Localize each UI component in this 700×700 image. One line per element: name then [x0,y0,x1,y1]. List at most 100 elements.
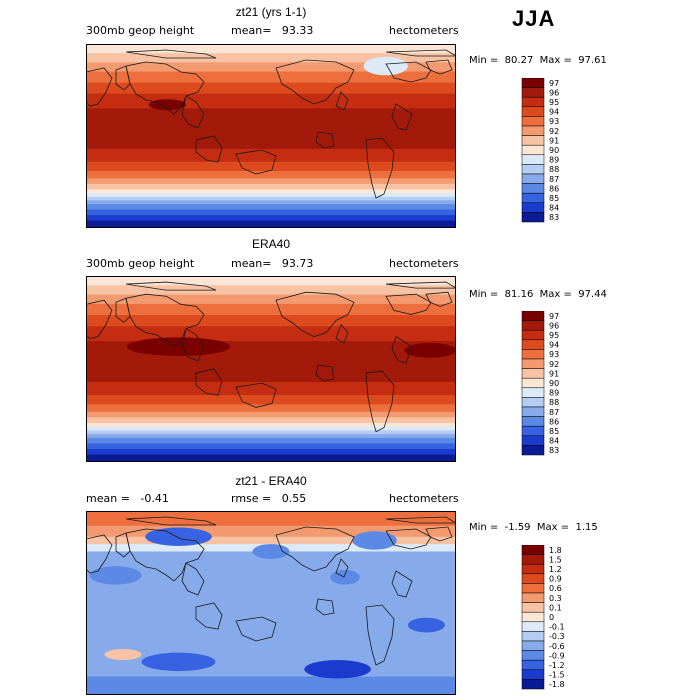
colorbar-label: 92 [549,360,559,369]
colorbar-label: 84 [549,437,559,446]
colorbar-label: -1.8 [549,680,565,689]
contour-band [86,220,456,228]
contour-band [86,551,456,644]
coastline-group [86,516,456,666]
colorbar-label: 86 [549,184,559,193]
contour-band [86,294,456,305]
contour-band [86,148,456,163]
colorbar-label: 0.3 [549,594,562,603]
contour-band [86,82,456,95]
map-border [86,44,456,228]
colorbar-swatch [521,358,545,369]
coastline [425,291,453,307]
colorbar-swatch [521,563,545,575]
colorbar-swatch [521,573,545,584]
contour-band [86,315,456,327]
contour-band [86,437,456,444]
colorbar-swatch [521,144,545,156]
colorbar-label: -1.2 [549,661,565,670]
coastline [181,327,205,362]
colorbar-swatch [521,212,545,223]
panel1-mean-value: 93.33 [281,24,314,37]
panel2-map-svg [86,276,456,462]
coastline [385,293,432,315]
colorbar-label: 1.5 [549,555,562,564]
contour-band [86,170,456,179]
contour-band [86,285,456,296]
colorbar-label: 84 [549,204,559,213]
coastline [425,59,453,75]
colorbar-label: 83 [549,446,559,455]
contour-blob [104,649,142,661]
colorbar-label: 94 [549,341,559,350]
colorbar-swatch [521,164,545,175]
colorbar-label: 85 [549,194,559,203]
contour-blob [126,337,231,356]
contour-blob [89,566,142,585]
panel2-field-label: 300mb geop height [86,257,195,270]
contour-band [86,183,456,190]
coastline [275,526,355,572]
contour-band [86,200,456,205]
colorbar-swatch [521,377,545,389]
coastline [275,59,355,105]
colorbar-swatch [521,349,545,360]
coastline [115,65,131,91]
contour-band [86,44,456,54]
colorbar-label: 95 [549,331,559,340]
colorbar-swatch [521,329,545,341]
contour-blob [363,56,408,76]
contour-band [86,382,456,396]
coastline [125,293,205,348]
coastline [385,61,432,83]
colorbar-swatch [521,116,545,127]
contour-band [86,204,456,211]
coastline [235,616,277,642]
colorbar-label: 96 [549,88,559,97]
contour-band [86,411,456,418]
coastline [115,297,131,324]
coastline [181,562,205,596]
colorbar-label: -0.3 [549,632,565,641]
contour-blob [352,531,397,550]
panel2-map [86,276,456,462]
panel3-colorbar: 1.81.51.20.90.60.30.10-0.1-0.3-0.6-0.9-1… [521,545,565,690]
colorbar-label: 0.1 [549,603,562,612]
contour-blob [145,527,212,546]
contour-band [86,215,456,222]
colorbar-swatch [521,387,545,398]
panel2-title: ERA40 [251,237,291,251]
panel1-units: hectometers [389,24,459,37]
panel1-mean-label: mean= 93.33 [231,24,314,37]
colorbar-swatch [521,545,545,555]
coastline [125,61,205,115]
panel2-mean-label: mean= 93.73 [231,257,314,270]
colorbar-swatch [521,669,545,680]
colorbar-swatch [521,640,545,651]
colorbar-swatch [521,87,545,98]
contour-band [86,276,456,286]
panel3-map-svg [86,511,456,695]
coastline [125,528,205,582]
colorbar-label: 95 [549,98,559,107]
colorbar-label: 1.8 [549,546,562,555]
colorbar-label: -0.9 [549,651,565,660]
colorbar-swatch [521,135,545,146]
colorbar-label: 97 [549,79,559,88]
contour-blob [330,569,360,585]
contour-band [86,71,456,84]
panel2-mean-value: 93.73 [281,257,314,270]
colorbar-swatch [521,416,545,427]
coastline [181,95,205,129]
colorbar-label: 96 [549,321,559,330]
contour-band [86,443,456,450]
colorbar-label: 91 [549,369,559,378]
contour-band [86,417,456,424]
panel3-mean-value: -0.41 [140,492,169,505]
contour-band [86,511,456,527]
colorbar-label: -1.5 [549,671,565,680]
contour-band [86,193,456,198]
colorbar-swatch [521,192,545,204]
coastline [195,602,223,630]
